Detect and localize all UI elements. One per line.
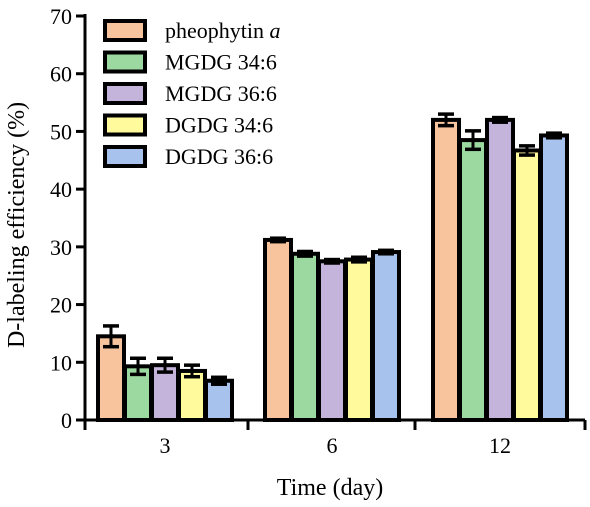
bar-1-day-3	[96, 334, 126, 423]
y-axis-label: D-labeling efficiency (%)	[4, 102, 30, 348]
y-tick-label: 20	[50, 293, 72, 318]
legend-item-4: DGDG 34:6	[103, 113, 273, 138]
bar-1-day-6	[263, 237, 293, 422]
y-tick-label: 0	[61, 408, 72, 433]
x-tick-label: 6	[327, 433, 338, 458]
error-bar-4-day-6	[351, 255, 367, 264]
legend-label: pheophytin a	[165, 18, 281, 43]
y-tick-label: 60	[50, 62, 72, 87]
error-bar-1-day-12	[438, 112, 454, 128]
bar-4-day-12	[512, 148, 542, 423]
legend-swatch	[103, 145, 147, 168]
bar-2-day-12	[458, 138, 488, 422]
y-tick-label: 10	[50, 350, 72, 375]
error-bar-5-day-12	[546, 131, 562, 140]
legend: pheophytin a MGDG 34:6 MGDG 36:6 DGDG 34:6 D…	[103, 18, 281, 169]
legend-item-5: DGDG 36:6	[103, 144, 273, 169]
error-bar-3-day-12	[492, 115, 508, 124]
legend-swatch	[103, 113, 147, 137]
legend-swatch	[103, 82, 147, 105]
bar-5-day-3	[204, 378, 234, 422]
error-bar-2-day-6	[297, 249, 313, 258]
error-bar-2-day-12	[465, 129, 481, 152]
error-bar-2-day-3	[130, 356, 146, 377]
legend-item-1: pheophytin a	[103, 18, 281, 43]
bar-3-day-12	[485, 117, 515, 422]
legend-label: DGDG 34:6	[165, 113, 273, 138]
bar-3-day-6	[317, 259, 347, 422]
legend-swatch	[103, 50, 147, 74]
error-bar-4-day-3	[184, 363, 200, 379]
legend-label: DGDG 36:6	[165, 144, 273, 169]
legend-item-3: MGDG 36:6	[103, 81, 277, 106]
y-tick-label: 50	[50, 119, 72, 144]
bar-5-day-12	[539, 133, 569, 422]
error-bar-1-day-6	[270, 236, 286, 244]
x-tick-label: 3	[160, 433, 171, 458]
legend-swatch	[103, 19, 147, 42]
legend-item-2: MGDG 34:6	[103, 50, 277, 75]
y-tick-label: 40	[50, 177, 72, 202]
bar-1-day-12	[431, 117, 461, 422]
x-axis-label: Time (day)	[277, 475, 383, 501]
y-tick-label: 30	[50, 235, 72, 260]
bar-5-day-6	[371, 250, 401, 422]
bar-4-day-6	[344, 257, 374, 422]
error-bar-5-day-6	[378, 248, 394, 256]
x-tick-label: 12	[489, 433, 511, 458]
error-bar-1-day-3	[103, 324, 119, 349]
bars-layer	[96, 112, 569, 423]
y-tick-label: 70	[50, 4, 72, 29]
error-bar-3-day-3	[157, 356, 173, 374]
error-bar-4-day-12	[519, 144, 535, 157]
axes-layer: 0 10 20 30 40 50 60 70 3 6 12	[50, 4, 587, 458]
bar-2-day-6	[290, 251, 320, 422]
error-bar-5-day-3	[211, 375, 227, 386]
legend-label: MGDG 36:6	[165, 81, 277, 106]
legend-label: MGDG 34:6	[165, 50, 277, 75]
error-bar-3-day-6	[324, 257, 340, 265]
